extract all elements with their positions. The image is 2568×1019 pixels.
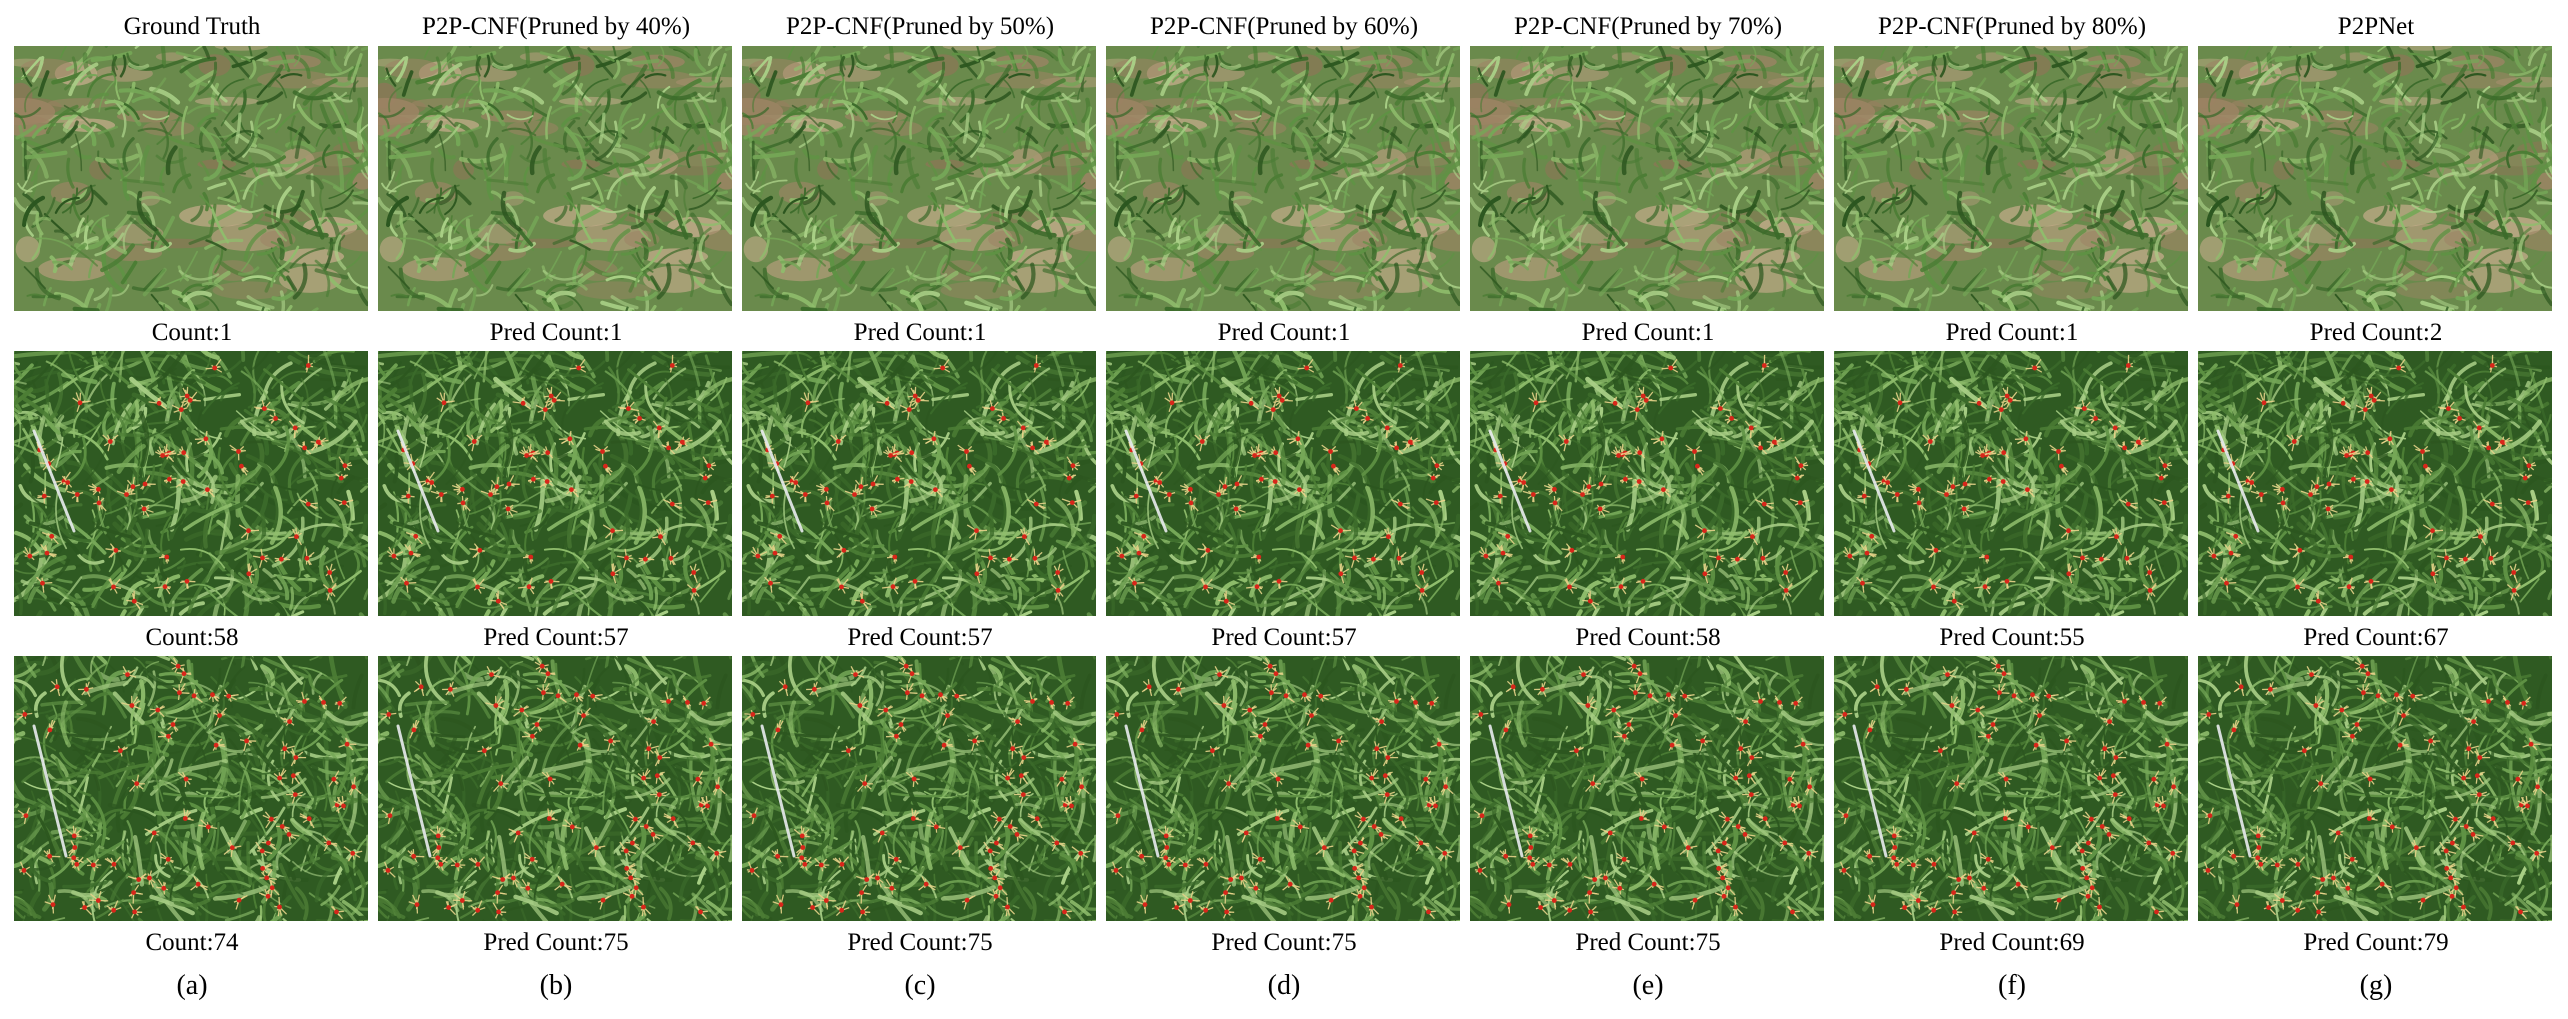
field-photo-row2 bbox=[1106, 351, 1460, 616]
field-photo-row1 bbox=[2198, 46, 2552, 311]
panel-tag: (b) bbox=[539, 970, 573, 1001]
count-label-row2: Pred Count:67 bbox=[2303, 624, 2449, 651]
count-label-row1: Pred Count:2 bbox=[2309, 319, 2443, 346]
field-photo-row2 bbox=[1470, 351, 1824, 616]
panel-header: P2P-CNF(Pruned by 80%) bbox=[1877, 13, 2147, 40]
field-photo-row3 bbox=[378, 656, 732, 921]
panel-tag: (a) bbox=[176, 970, 208, 1001]
panel-header: P2P-CNF(Pruned by 50%) bbox=[785, 13, 1055, 40]
field-photo-image bbox=[742, 351, 1096, 616]
panel-header: P2PNet bbox=[2337, 13, 2415, 40]
field-photo-row2 bbox=[742, 351, 1096, 616]
field-photo-image bbox=[378, 351, 732, 616]
panel-tag: (d) bbox=[1267, 970, 1301, 1001]
count-label-row1: Count:1 bbox=[151, 319, 233, 346]
field-photo-image bbox=[14, 46, 368, 311]
field-photo-image bbox=[2198, 351, 2552, 616]
count-label-row2: Pred Count:58 bbox=[1575, 624, 1721, 651]
field-photo-image bbox=[1470, 656, 1824, 921]
count-label-row3: Pred Count:75 bbox=[1575, 929, 1721, 956]
count-label-row2: Count:58 bbox=[145, 624, 239, 651]
field-photo-row1 bbox=[742, 46, 1096, 311]
count-label-row3: Pred Count:75 bbox=[483, 929, 629, 956]
field-photo-row3 bbox=[1470, 656, 1824, 921]
panel-pruned-80: P2P-CNF(Pruned by 80%) Pred Count:1 Pred… bbox=[1832, 0, 2192, 1019]
panel-tag: (f) bbox=[1998, 970, 2026, 1001]
count-label-row2: Pred Count:57 bbox=[483, 624, 629, 651]
field-photo-row2 bbox=[14, 351, 368, 616]
field-photo-image bbox=[378, 656, 732, 921]
count-label-row1: Pred Count:1 bbox=[1945, 319, 2079, 346]
panel-pruned-40: P2P-CNF(Pruned by 40%) Pred Count:1 Pred… bbox=[376, 0, 736, 1019]
panel-tag: (g) bbox=[2359, 970, 2393, 1001]
field-photo-image bbox=[14, 656, 368, 921]
panel-header: Ground Truth bbox=[123, 13, 261, 40]
field-photo-image bbox=[1834, 46, 2188, 311]
field-photo-row1 bbox=[378, 46, 732, 311]
panel-ground-truth: Ground Truth Count:1 Count:58 Count:74 (… bbox=[12, 0, 372, 1019]
field-photo-image bbox=[2198, 46, 2552, 311]
field-photo-row1 bbox=[1834, 46, 2188, 311]
field-photo-image bbox=[1106, 46, 1460, 311]
count-label-row2: Pred Count:57 bbox=[1211, 624, 1357, 651]
count-label-row3: Pred Count:79 bbox=[2303, 929, 2449, 956]
field-photo-image bbox=[2198, 656, 2552, 921]
field-photo-image bbox=[742, 46, 1096, 311]
panel-header: P2P-CNF(Pruned by 40%) bbox=[421, 13, 691, 40]
panel-tag: (e) bbox=[1632, 970, 1664, 1001]
field-photo-row3 bbox=[2198, 656, 2552, 921]
panel-pruned-70: P2P-CNF(Pruned by 70%) Pred Count:1 Pred… bbox=[1468, 0, 1828, 1019]
field-photo-image bbox=[1106, 656, 1460, 921]
field-photo-row1 bbox=[1470, 46, 1824, 311]
field-photo-image bbox=[378, 46, 732, 311]
count-label-row2: Pred Count:55 bbox=[1939, 624, 2085, 651]
field-photo-row2 bbox=[1834, 351, 2188, 616]
panel-tag: (c) bbox=[904, 970, 936, 1001]
panel-header: P2P-CNF(Pruned by 60%) bbox=[1149, 13, 1419, 40]
count-label-row1: Pred Count:1 bbox=[489, 319, 623, 346]
panel-pruned-50: P2P-CNF(Pruned by 50%) Pred Count:1 Pred… bbox=[740, 0, 1100, 1019]
field-photo-row3 bbox=[14, 656, 368, 921]
field-photo-row3 bbox=[742, 656, 1096, 921]
field-photo-row2 bbox=[2198, 351, 2552, 616]
panel-header: P2P-CNF(Pruned by 70%) bbox=[1513, 13, 1783, 40]
count-label-row3: Pred Count:75 bbox=[1211, 929, 1357, 956]
field-photo-image bbox=[1106, 351, 1460, 616]
field-photo-row3 bbox=[1834, 656, 2188, 921]
field-photo-image bbox=[1834, 656, 2188, 921]
count-label-row3: Pred Count:75 bbox=[847, 929, 993, 956]
field-photo-image bbox=[1470, 351, 1824, 616]
field-photo-row2 bbox=[378, 351, 732, 616]
field-photo-image bbox=[742, 656, 1096, 921]
panel-pruned-60: P2P-CNF(Pruned by 60%) Pred Count:1 Pred… bbox=[1104, 0, 1464, 1019]
count-label-row1: Pred Count:1 bbox=[853, 319, 987, 346]
field-photo-row3 bbox=[1106, 656, 1460, 921]
count-label-row3: Pred Count:69 bbox=[1939, 929, 2085, 956]
field-photo-image bbox=[1470, 46, 1824, 311]
count-label-row3: Count:74 bbox=[145, 929, 239, 956]
field-photo-row1 bbox=[1106, 46, 1460, 311]
count-label-row1: Pred Count:1 bbox=[1581, 319, 1715, 346]
field-photo-image bbox=[1834, 351, 2188, 616]
field-photo-image bbox=[14, 351, 368, 616]
count-label-row2: Pred Count:57 bbox=[847, 624, 993, 651]
panel-p2pnet: P2PNet Pred Count:2 Pred Count:67 Pred C… bbox=[2196, 0, 2556, 1019]
field-photo-row1 bbox=[14, 46, 368, 311]
count-label-row1: Pred Count:1 bbox=[1217, 319, 1351, 346]
